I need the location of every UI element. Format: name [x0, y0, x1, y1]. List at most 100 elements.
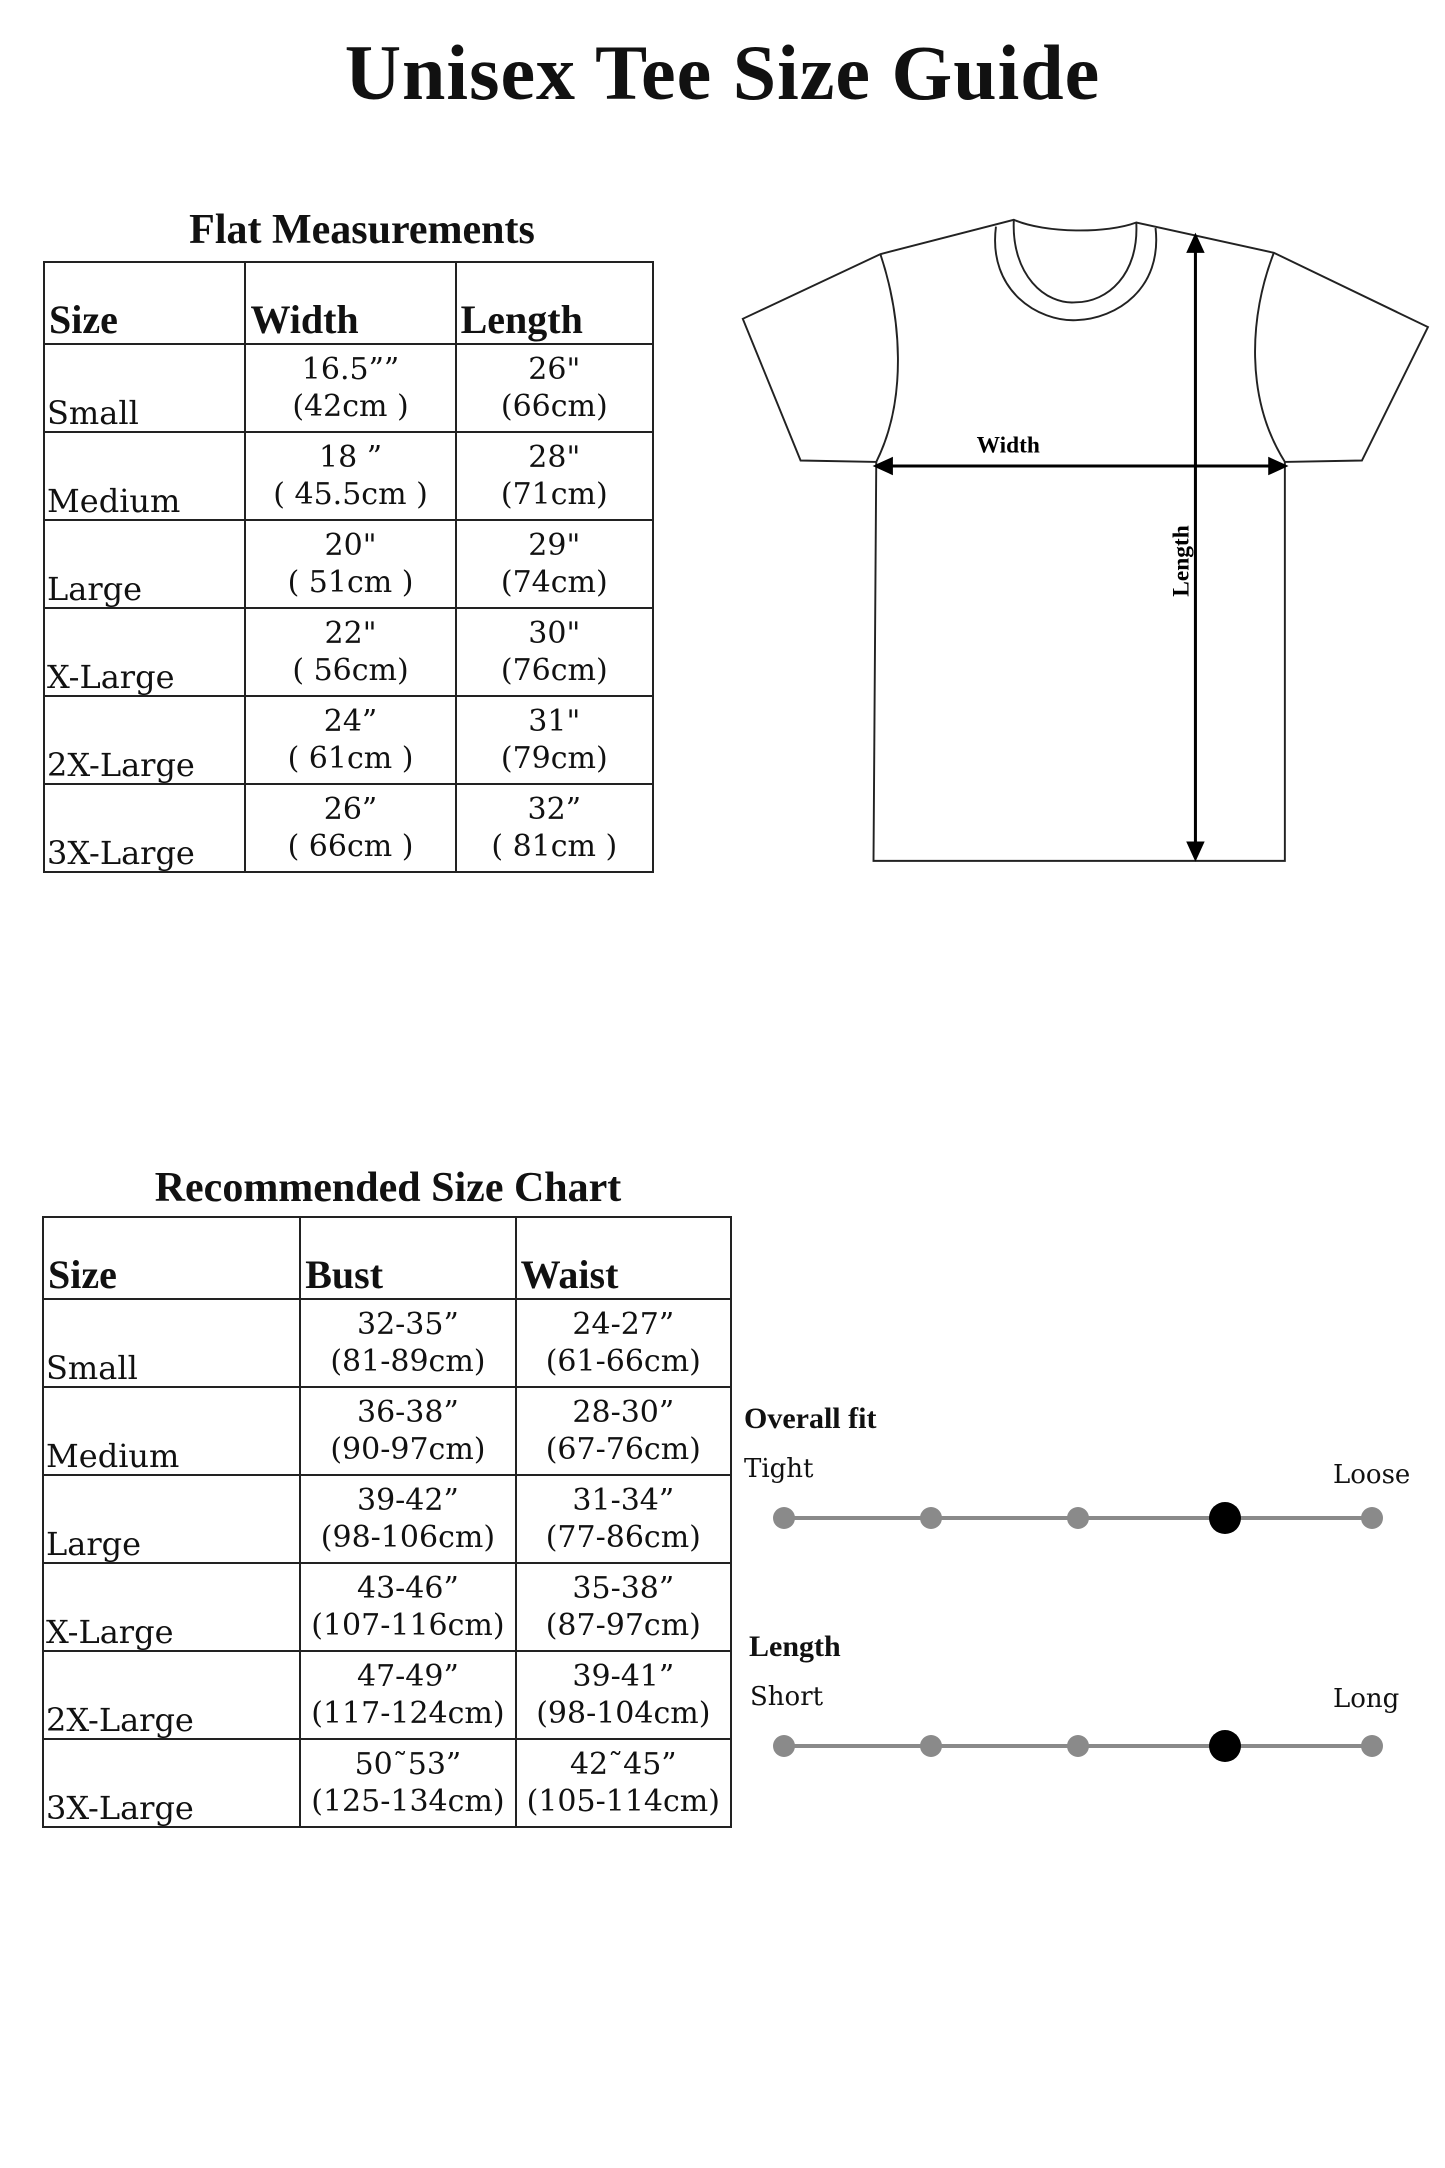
waist-inches: 35-38”	[572, 1570, 675, 1606]
width-inches: 20"	[324, 527, 377, 563]
length-centimeters: (71cm)	[500, 477, 608, 512]
table-header-row: Size Width Length	[42, 261, 655, 345]
waist-inches: 39-41”	[572, 1658, 675, 1694]
column-header-size: Size	[42, 261, 247, 345]
length-cell: 28" (71cm)	[454, 431, 655, 521]
waist-cell: 42˜45” (105-114cm)	[514, 1738, 733, 1828]
scale-point	[1361, 1735, 1383, 1757]
bust-centimeters: (117-124cm)	[311, 1696, 505, 1731]
waist-centimeters: (105-114cm)	[526, 1784, 720, 1819]
size-cell: 3X-Large	[42, 783, 247, 873]
size-cell: Large	[41, 1474, 302, 1564]
size-cell: 2X-Large	[42, 695, 247, 785]
table-row: 2X-Large 47-49” (117-124cm) 39-41” (98-104cm…	[41, 1650, 733, 1740]
bust-cell: 39-42” (98-106cm)	[299, 1474, 517, 1564]
width-centimeters: ( 45.5cm )	[273, 477, 428, 512]
width-cell: 24”( 61cm )	[244, 695, 457, 785]
width-inches: 16.5””	[301, 351, 400, 387]
waist-cell: 39-41” (98-104cm)	[514, 1650, 733, 1740]
bust-centimeters: (90-97cm)	[330, 1432, 486, 1467]
width-inches: 24”	[323, 703, 378, 739]
scale-point	[773, 1735, 795, 1757]
size-cell: Medium	[42, 431, 247, 521]
page-title: Unisex Tee Size Guide	[344, 29, 1101, 116]
waist-cell: 35-38” (87-97cm)	[514, 1562, 733, 1652]
scale-point-selected	[1209, 1502, 1241, 1534]
width-inches: 18 ”	[318, 439, 383, 475]
length-centimeters: (79cm)	[500, 741, 608, 776]
overall-fit-max-label: Loose	[1333, 1460, 1411, 1490]
bust-inches: 39-42”	[357, 1482, 459, 1518]
waist-cell: 31-34” (77-86cm)	[514, 1474, 733, 1564]
length-fit-min-label: Short	[750, 1682, 824, 1712]
length-centimeters: ( 81cm )	[491, 829, 618, 864]
column-header-size: Size	[41, 1216, 302, 1300]
column-header-length: Length	[454, 261, 655, 345]
size-cell: 2X-Large	[41, 1650, 302, 1740]
table-header-row: Size Bust Waist	[41, 1216, 733, 1300]
table-row: Medium 18 ”( 45.5cm ) 28" (71cm)	[42, 431, 655, 521]
waist-centimeters: (98-104cm)	[536, 1696, 711, 1731]
length-cell: 30" (76cm)	[454, 607, 655, 697]
bust-inches: 50˜53”	[354, 1746, 462, 1782]
size-cell: X-Large	[42, 607, 247, 697]
width-cell: 20"( 51cm )	[244, 519, 457, 609]
flat-measurements-table: Size Width Length Small 16.5”” (42cm ) 26"(…	[42, 261, 655, 873]
recommended-size-table: Size Bust Waist Small 32-35” (81-89cm) 24-2…	[41, 1216, 733, 1828]
waist-inches: 28-30”	[572, 1394, 675, 1430]
length-arrow	[1186, 232, 1205, 862]
length-label: Length	[1169, 525, 1195, 596]
length-cell: 26" (66cm)	[454, 343, 655, 433]
waist-inches: 24-27”	[572, 1306, 675, 1342]
length-centimeters: (66cm)	[500, 389, 608, 424]
table-row: 2X-Large 24”( 61cm ) 31" (79cm)	[42, 695, 655, 785]
flat-measurements-heading: Flat Measurements	[189, 207, 535, 253]
scale-point	[1361, 1507, 1383, 1529]
scale-point	[1067, 1735, 1089, 1757]
width-centimeters: ( 66cm )	[287, 829, 414, 864]
waist-centimeters: (87-97cm)	[545, 1608, 701, 1643]
waist-inches: 42˜45”	[569, 1746, 677, 1782]
width-label: Width	[977, 432, 1040, 458]
length-centimeters: (76cm)	[500, 653, 608, 688]
scale-point-selected	[1209, 1730, 1241, 1762]
size-cell: X-Large	[41, 1562, 302, 1652]
width-cell: 18 ”( 45.5cm )	[244, 431, 457, 521]
size-cell: Small	[41, 1298, 302, 1388]
length-inches: 30"	[528, 615, 581, 651]
width-centimeters: (42cm )	[292, 389, 409, 424]
waist-centimeters: (61-66cm)	[545, 1344, 701, 1379]
collar-outer	[994, 226, 1158, 322]
overall-fit-label: Overall fit	[744, 1402, 877, 1435]
right-sleeve-seam	[1254, 252, 1286, 463]
width-inches: 22"	[324, 615, 377, 651]
width-centimeters: ( 56cm)	[292, 653, 409, 688]
bust-centimeters: (125-134cm)	[311, 1784, 505, 1819]
length-inches: 28"	[528, 439, 581, 475]
table-row: Large 39-42” (98-106cm) 31-34” (77-86cm)	[41, 1474, 733, 1564]
column-header-waist: Waist	[514, 1216, 733, 1300]
size-cell: Small	[42, 343, 247, 433]
width-cell: 26”( 66cm )	[244, 783, 457, 873]
left-sleeve-seam	[875, 253, 899, 463]
size-cell: Medium	[41, 1386, 302, 1476]
width-cell: 22"( 56cm)	[244, 607, 457, 697]
bust-cell: 47-49” (117-124cm)	[299, 1650, 517, 1740]
tee-shirt-diagram: Width Length	[741, 218, 1430, 862]
length-inches: 32”	[527, 791, 582, 827]
scale-point	[1067, 1507, 1089, 1529]
tee-outline	[741, 218, 1430, 862]
scale-point	[920, 1735, 942, 1757]
size-cell: 3X-Large	[41, 1738, 302, 1828]
table-row: 3X-Large 26”( 66cm ) 32”( 81cm )	[42, 783, 655, 873]
table-row: X-Large 22"( 56cm) 30" (76cm)	[42, 607, 655, 697]
bust-inches: 32-35”	[357, 1306, 459, 1342]
table-row: Large 20"( 51cm ) 29" (74cm)	[42, 519, 655, 609]
length-cell: 32”( 81cm )	[454, 783, 655, 873]
table-row: Small 16.5”” (42cm ) 26" (66cm)	[42, 343, 655, 433]
overall-fit-scale	[773, 1502, 1383, 1534]
width-centimeters: ( 51cm )	[287, 565, 414, 600]
bust-cell: 36-38” (90-97cm)	[299, 1386, 517, 1476]
table-row: Medium 36-38” (90-97cm) 28-30” (67-76cm)	[41, 1386, 733, 1476]
scale-point	[773, 1507, 795, 1529]
